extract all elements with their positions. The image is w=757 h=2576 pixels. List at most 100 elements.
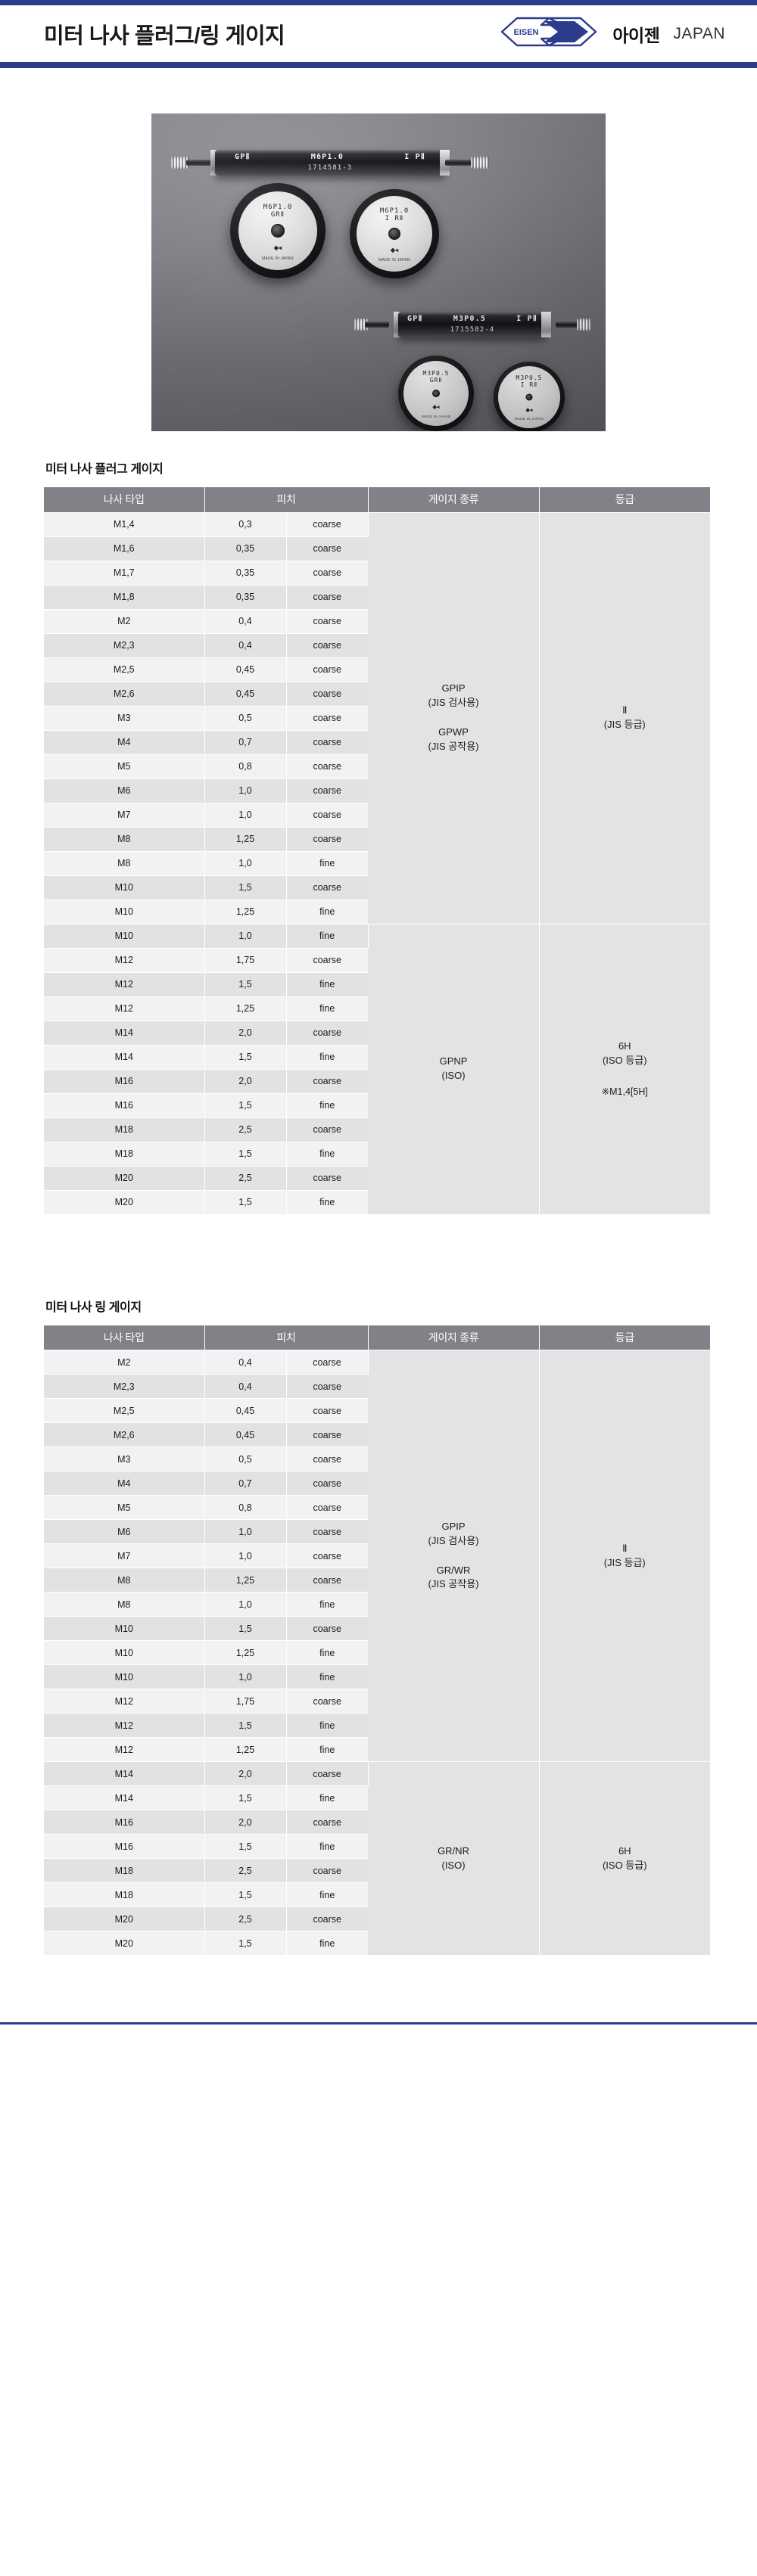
cell-pitch-value: 1,5 (204, 1142, 287, 1167)
cell-pitch-value: 0,7 (204, 1471, 287, 1496)
ring-line1: M3P0.5 (422, 370, 450, 377)
table-row: M8 1,0 fine (44, 1592, 710, 1617)
cell-pitch-class: fine (286, 1640, 369, 1665)
cell-pitch-value: 0,35 (204, 585, 287, 610)
table-row: M8 1,25 coarse (44, 1568, 710, 1593)
cell-pitch-class: coarse (286, 1616, 369, 1641)
cell-pitch-class: coarse (286, 706, 369, 731)
table-row: M12 1,25 fine (44, 1737, 710, 1762)
table-row: M20 2,5 coarse (44, 1906, 710, 1931)
cell-thread-type: M2,5 (44, 657, 205, 682)
ring-line1: M3P0.5 (516, 374, 543, 381)
cell-pitch-value: 1,75 (204, 1689, 287, 1714)
thread-end-icon (577, 319, 590, 331)
cell-thread-type: M16 (44, 1093, 205, 1118)
table-row: M12 1,5 fine (44, 972, 710, 997)
ring-gauge-m6-nogo: M6P1.0 I RⅡ ◆◂ MADE IN JAPAN (350, 189, 439, 278)
cell-pitch-class: coarse (286, 1069, 369, 1094)
table-row: M12 1,75 coarse (44, 1689, 710, 1714)
table-row: M12 1,5 fine (44, 1713, 710, 1738)
cell-pitch-value: 1,5 (204, 1785, 287, 1810)
cell-pitch-value: 2,0 (204, 1761, 287, 1786)
cell-pitch-value: 0,5 (204, 1446, 287, 1471)
cell-pitch-value: 2,0 (204, 1021, 287, 1046)
ring-section-title: 미터 나사 링 게이지 (45, 1300, 142, 1314)
cell-thread-type: M18 (44, 1858, 205, 1883)
table-row: M5 0,8 coarse (44, 1495, 710, 1520)
page-header: 미터 나사 플러그/링 게이지 EISEN 아이젠 JAPAN (0, 5, 757, 62)
ring-line2: GRⅡ (270, 211, 285, 219)
gauge-kind-block: GPIP (JIS 검사용) (369, 1520, 538, 1549)
table-row: M1,7 0,35 coarse (44, 561, 710, 586)
table-row: M2 0,4 coarse (44, 609, 710, 634)
cell-pitch-value: 1,0 (204, 803, 287, 828)
plug-body (398, 312, 547, 337)
col-grade: 등급 (539, 487, 711, 513)
cell-pitch-class: fine (286, 996, 369, 1021)
thread-end-icon (471, 157, 489, 169)
cell-thread-type: M10 (44, 1664, 205, 1689)
cell-pitch-value: 0,4 (204, 633, 287, 658)
cell-thread-type: M12 (44, 1737, 205, 1762)
cell-pitch-class: fine (286, 972, 369, 997)
svg-text:EISEN: EISEN (514, 28, 539, 37)
cell-pitch-class: coarse (286, 1810, 369, 1835)
gauge-kind-line: (JIS 공작용) (428, 740, 479, 752)
cell-pitch-value: 1,5 (204, 1190, 287, 1215)
brand-block: EISEN 아이젠 JAPAN (499, 14, 733, 53)
table-row: M2,3 0,4 coarse (44, 633, 710, 658)
cell-pitch-class: coarse (286, 1398, 369, 1423)
cell-thread-type: M10 (44, 924, 205, 949)
cell-pitch-class: coarse (286, 730, 369, 755)
table-row: M3 0,5 coarse (44, 1446, 710, 1471)
cell-pitch-value: 1,0 (204, 851, 287, 876)
cell-pitch-class: coarse (286, 754, 369, 779)
cell-pitch-class: fine (286, 1737, 369, 1762)
brand-name-kr: 아이젠 (612, 25, 660, 45)
cell-pitch-class: coarse (286, 512, 369, 537)
cell-pitch-class: fine (286, 1713, 369, 1738)
table-row: M1,8 0,35 coarse (44, 585, 710, 610)
cell-pitch-class: fine (286, 1045, 369, 1070)
cell-pitch-class: fine (286, 1785, 369, 1810)
col-thread-type: 나사 타입 (44, 487, 205, 513)
section-spacer (0, 1215, 757, 1297)
cell-thread-type: M10 (44, 1640, 205, 1665)
cell-thread-type: M16 (44, 1069, 205, 1094)
cell-pitch-value: 1,5 (204, 1093, 287, 1118)
plug-serial: 1715582-4 (450, 326, 495, 334)
cell-thread-type: M20 (44, 1931, 205, 1956)
cell-pitch-value: 0,35 (204, 561, 287, 586)
cell-grade: Ⅱ (JIS 등급) (539, 1350, 711, 1762)
plug-gauge-section: 미터 나사 플러그 게이지 나사 타입 피치 게이지 종류 등급 M1,4 0,3… (0, 458, 757, 1215)
cell-grade: 6H (ISO 등급) (539, 1761, 711, 1956)
cell-pitch-class: coarse (286, 1117, 369, 1142)
cell-thread-type: M4 (44, 1471, 205, 1496)
col-gauge-kind: 게이지 종류 (368, 487, 540, 513)
cell-thread-type: M2,6 (44, 682, 205, 707)
footer-spacer (0, 1956, 757, 2022)
gauge-kind-block: GPIP (JIS 검사용) (369, 682, 538, 710)
table-row: M18 1,5 fine (44, 1142, 710, 1167)
col-grade: 등급 (539, 1325, 711, 1350)
cell-thread-type: M4 (44, 730, 205, 755)
gauge-kind-block: GPWP (JIS 공작용) (369, 726, 538, 754)
table-row: M6 1,0 coarse (44, 1519, 710, 1544)
col-gauge-kind: 게이지 종류 (368, 1325, 540, 1350)
cell-pitch-value: 0,7 (204, 730, 287, 755)
plug-nogo-mark: I PⅡ (404, 153, 425, 161)
cell-pitch-value: 1,5 (204, 1616, 287, 1641)
cell-pitch-class: coarse (286, 1519, 369, 1544)
cell-pitch-value: 1,5 (204, 1045, 287, 1070)
gauge-kind-line: (ISO) (441, 1070, 466, 1081)
cell-gauge-kind: GPIP (JIS 검사용) GR/WR (JIS 공작용) (368, 1350, 540, 1762)
cell-thread-type: M12 (44, 1713, 205, 1738)
cell-pitch-class: fine (286, 1190, 369, 1215)
ring-face: M3P0.5 I RⅡ ◆◂ MADE IN JAPAN (498, 366, 560, 428)
cell-thread-type: M8 (44, 1568, 205, 1593)
page-title: 미터 나사 플러그/링 게이지 (44, 23, 285, 48)
ring-face: M3P0.5 GRⅡ ◆◂ MADE IN JAPAN (403, 361, 469, 426)
cell-pitch-class: coarse (286, 657, 369, 682)
ring-face: M6P1.0 GRⅡ ◆◂ MADE IN JAPAN (238, 191, 317, 270)
ring-bore (525, 393, 533, 401)
